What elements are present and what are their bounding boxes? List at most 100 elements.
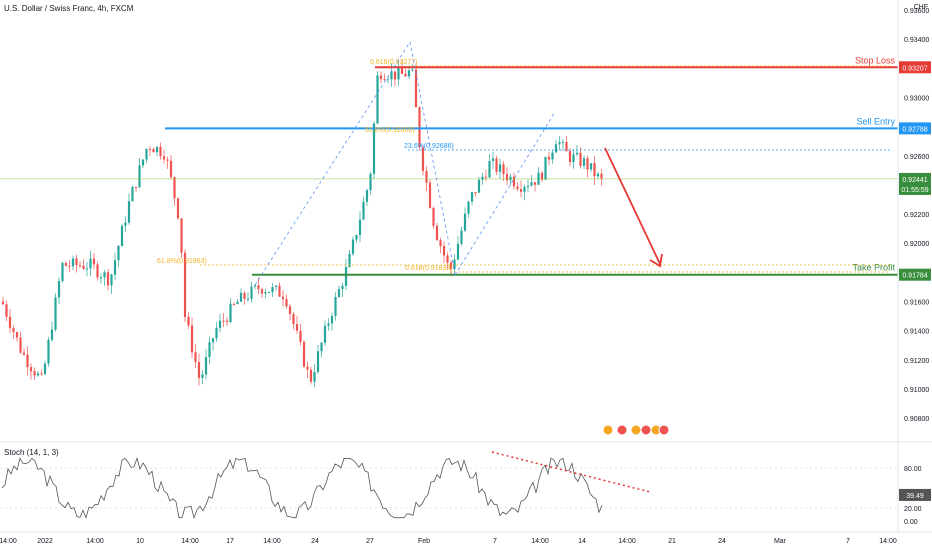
y-tick-label: 0.91200	[904, 358, 929, 365]
candle-body	[145, 148, 148, 160]
current-price: 0.92441	[902, 177, 927, 184]
candle-body	[446, 255, 449, 263]
level-price: 0.92788	[902, 126, 927, 133]
candle-body	[411, 69, 414, 71]
candle-body	[516, 186, 519, 190]
x-tick-label: Mar	[774, 538, 787, 545]
arrow-head	[649, 253, 663, 268]
x-tick-label: Feb	[418, 538, 430, 545]
candle-body	[509, 176, 512, 181]
candle-body	[449, 262, 453, 270]
candle-body	[544, 156, 547, 180]
y-tick-label: 0.93400	[904, 37, 929, 44]
event-marker	[630, 424, 642, 436]
candle-body	[166, 159, 169, 161]
candle-body	[551, 152, 554, 160]
candle-body	[187, 316, 190, 326]
y-tick-label: 0.91400	[904, 329, 929, 336]
x-tick-label: 14	[578, 538, 586, 545]
candle-body	[47, 339, 50, 364]
candle-body	[159, 146, 162, 157]
candle-body	[239, 292, 243, 302]
candle-body	[155, 146, 159, 153]
candle-body	[152, 149, 155, 153]
candle-body	[337, 288, 341, 297]
candle-body	[316, 351, 320, 372]
candle-body	[467, 201, 470, 214]
candle-body	[61, 262, 64, 282]
candle-body	[236, 301, 239, 305]
stoch-current: 39.49	[906, 493, 924, 500]
candle-body	[5, 304, 8, 317]
candle-body	[313, 371, 316, 382]
candle-body	[96, 264, 99, 278]
candle-body	[208, 342, 211, 358]
x-tick-label: 7	[846, 538, 850, 545]
candle-body	[505, 174, 509, 181]
candle-body	[407, 70, 411, 77]
candle-body	[295, 324, 299, 331]
candle-body	[299, 330, 302, 342]
candle-body	[474, 192, 477, 194]
candle-body	[257, 285, 260, 290]
level-price-tag	[899, 122, 931, 135]
candle-body	[50, 329, 54, 340]
candle-body	[110, 274, 113, 286]
candle-body	[71, 258, 75, 267]
candle-body	[439, 240, 442, 246]
candle-body	[306, 366, 309, 370]
candle-body	[341, 285, 344, 289]
candle-body	[106, 272, 110, 286]
candle-body	[89, 258, 92, 269]
candle-body	[57, 281, 61, 298]
stoch-tick: 80.00	[904, 466, 922, 473]
candle-body	[334, 296, 337, 316]
candle-body	[421, 147, 425, 171]
candle-body	[502, 164, 505, 175]
drawings	[254, 41, 670, 436]
candle-body	[180, 218, 183, 253]
candle-body	[190, 325, 194, 353]
candle-body	[82, 265, 85, 269]
candle-body	[169, 160, 173, 178]
candle-body	[589, 163, 593, 170]
candle-body	[285, 299, 288, 307]
candle-body	[85, 268, 89, 270]
candle-body	[495, 158, 498, 172]
candle-body	[470, 192, 474, 202]
x-tick-label: 14:00	[531, 538, 549, 545]
level-name: Stop Loss	[855, 55, 896, 65]
pattern-leg	[254, 41, 411, 286]
candle-body	[1, 301, 5, 305]
candle-body	[113, 260, 117, 275]
candle-body	[138, 165, 141, 188]
candle-body	[26, 354, 29, 368]
candle-body	[267, 292, 271, 294]
candle-body	[124, 222, 127, 226]
candle-body	[197, 362, 201, 378]
x-tick-label: 7	[493, 538, 497, 545]
candle-body	[568, 151, 572, 163]
candle-body	[418, 107, 421, 148]
candle-body	[442, 245, 446, 256]
candle-body	[383, 79, 386, 81]
level-price: 0.93207	[902, 65, 927, 72]
candles	[1, 60, 603, 388]
level-price-tag	[899, 268, 931, 281]
x-tick-label: 21	[668, 538, 676, 545]
candle-body	[194, 352, 197, 363]
candle-body	[575, 152, 579, 155]
levels: Stop Loss 0.93207 Sell Entry 0.92788 Take Pr…	[0, 55, 931, 281]
x-tick-label: 2022	[37, 538, 53, 545]
candle-body	[8, 316, 12, 329]
level-name: Sell Entry	[856, 116, 895, 126]
candle-body	[579, 152, 582, 166]
candle-body	[530, 182, 533, 186]
candle-body	[222, 320, 225, 322]
candle-body	[64, 262, 68, 266]
x-tick-label: 14:00	[181, 538, 199, 545]
x-tick-label: 24	[718, 538, 726, 545]
candle-body	[250, 286, 253, 299]
candle-body	[390, 71, 393, 80]
